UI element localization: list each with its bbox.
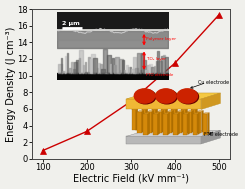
Y-axis label: Energy Density (J cm⁻³): Energy Density (J cm⁻³) bbox=[6, 26, 15, 142]
X-axis label: Electric Field (kV mm⁻¹): Electric Field (kV mm⁻¹) bbox=[73, 174, 189, 184]
